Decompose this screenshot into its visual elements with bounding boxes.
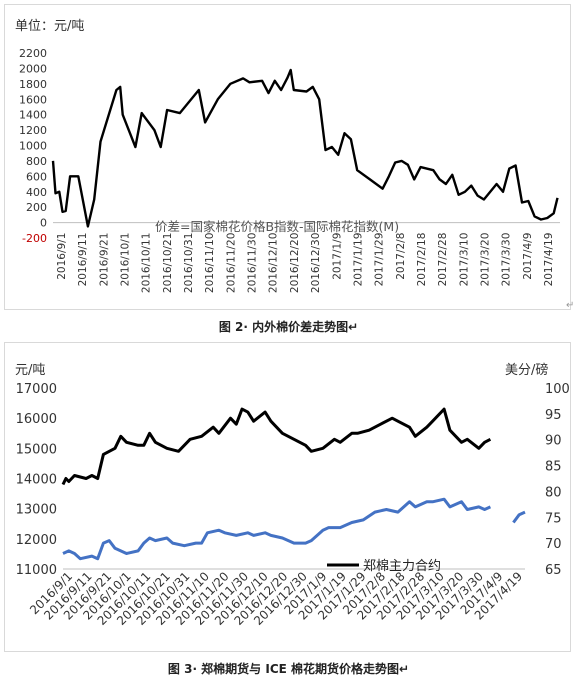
spread-series-line: [51, 68, 559, 228]
y-right-tick-label: 85: [545, 460, 562, 475]
x-tick-label: 2016/9/11: [77, 233, 89, 287]
x-tick-label: 2017/2/18: [416, 233, 428, 287]
y-right-tick-label: 75: [545, 511, 562, 526]
chart-1-frame: 单位：元/吨 2200 2000 1800 1600 1400 1200 1000 800 60…: [4, 4, 571, 310]
legend-label: 郑棉主力合约: [363, 559, 441, 574]
y-left-tick-label: 11000: [16, 563, 57, 578]
x-tick-label: 2017/3/10: [458, 233, 470, 287]
chart-2-caption: 图 3· 郑棉期货与 ICE 棉花期货价格走势图↵: [167, 662, 410, 676]
x-tick-label: 2016/10/1: [120, 233, 132, 287]
x-tick-label: 2016/9/21: [98, 233, 110, 287]
chart-1-caption: 图 2· 内外棉价差走势图↵: [218, 320, 359, 334]
chart-1-annotation: 价差=国家棉花价格B指数-国际棉花指数(M): [155, 219, 399, 234]
x-tick-label: 2017/1/19: [352, 233, 364, 287]
x-tick-label: 2016/12/10: [268, 233, 280, 294]
x-tick-label: 2017/1/9: [331, 233, 343, 280]
y-right-tick-label: 90: [545, 434, 562, 449]
corner-mark-1: ↵: [566, 300, 575, 311]
y-right-tick-label: 65: [545, 563, 562, 578]
y-tick-label: 2000: [19, 62, 47, 75]
chart-1-unit-label: 单位：元/吨: [15, 19, 85, 34]
ice-cotton-line: [62, 497, 492, 561]
y-right-tick-label: 70: [545, 537, 562, 552]
x-tick-label: 2016/10/21: [162, 233, 174, 294]
x-tick-label: 2017/2/28: [437, 233, 449, 287]
y-tick-label: 200: [26, 201, 47, 214]
x-tick-label: 2017/2/8: [395, 233, 407, 280]
x-tick-label: 2016/12/20: [289, 233, 301, 294]
y-tick-label: 1600: [19, 93, 47, 106]
y-tick-label: 1800: [19, 78, 47, 91]
x-tick-label: 2017/4/19: [543, 233, 555, 287]
y-right-tick-label: 95: [545, 408, 562, 423]
y-tick-label: 0: [40, 217, 47, 230]
y-tick-label: 1400: [19, 109, 47, 122]
ice-cotton-line-segment: [512, 510, 526, 524]
y-tick-label: 600: [26, 170, 47, 183]
y-left-tick-label: 16000: [16, 412, 57, 427]
chart-2-frame: 元/吨 美分/磅 17000 16000 15000 14000 13000 12000 1…: [4, 342, 571, 652]
y-tick-label: 400: [26, 186, 47, 199]
y-right-tick-label: 100: [545, 382, 570, 397]
chart-2-right-unit: 美分/磅: [505, 363, 549, 378]
x-tick-label: 2016/11/30: [247, 233, 259, 294]
y-left-tick-label: 17000: [16, 382, 57, 397]
chart-2-plot: 17000 16000 15000 14000 13000 12000 11000 100 95…: [16, 382, 570, 628]
x-tick-label: 2016/10/31: [183, 233, 195, 294]
x-tick-label: 2017/3/20: [479, 233, 491, 287]
x-tick-label: 2016/9/1: [56, 233, 68, 280]
x-tick-label: 2016/12/30: [310, 233, 322, 294]
y-right-tick-label: 80: [545, 485, 562, 500]
y-left-tick-label: 14000: [16, 473, 57, 488]
y-left-tick-label: 12000: [16, 533, 57, 548]
x-tick-label: 2017/4/9: [522, 233, 534, 280]
y-tick-label: -200: [22, 232, 47, 245]
chart-2-left-unit: 元/吨: [15, 363, 46, 378]
x-tick-label: 2016/11/20: [225, 233, 237, 294]
y-left-tick-label: 15000: [16, 442, 57, 457]
y-tick-label: 2200: [19, 47, 47, 60]
zhengzhou-cotton-line: [61, 407, 492, 486]
x-tick-label: 2016/11/10: [204, 233, 216, 294]
x-tick-label: 2017/1/29: [374, 233, 386, 287]
y-tick-label: 1000: [19, 140, 47, 153]
y-left-tick-label: 13000: [16, 503, 57, 518]
y-tick-label: 800: [26, 155, 47, 168]
x-tick-label: 2016/10/11: [141, 233, 153, 294]
y-tick-label: 1200: [19, 124, 47, 137]
x-tick-label: 2017/3/30: [501, 233, 513, 287]
chart-1-plot: 2200200018001600140012001000800600400200…: [19, 47, 560, 294]
